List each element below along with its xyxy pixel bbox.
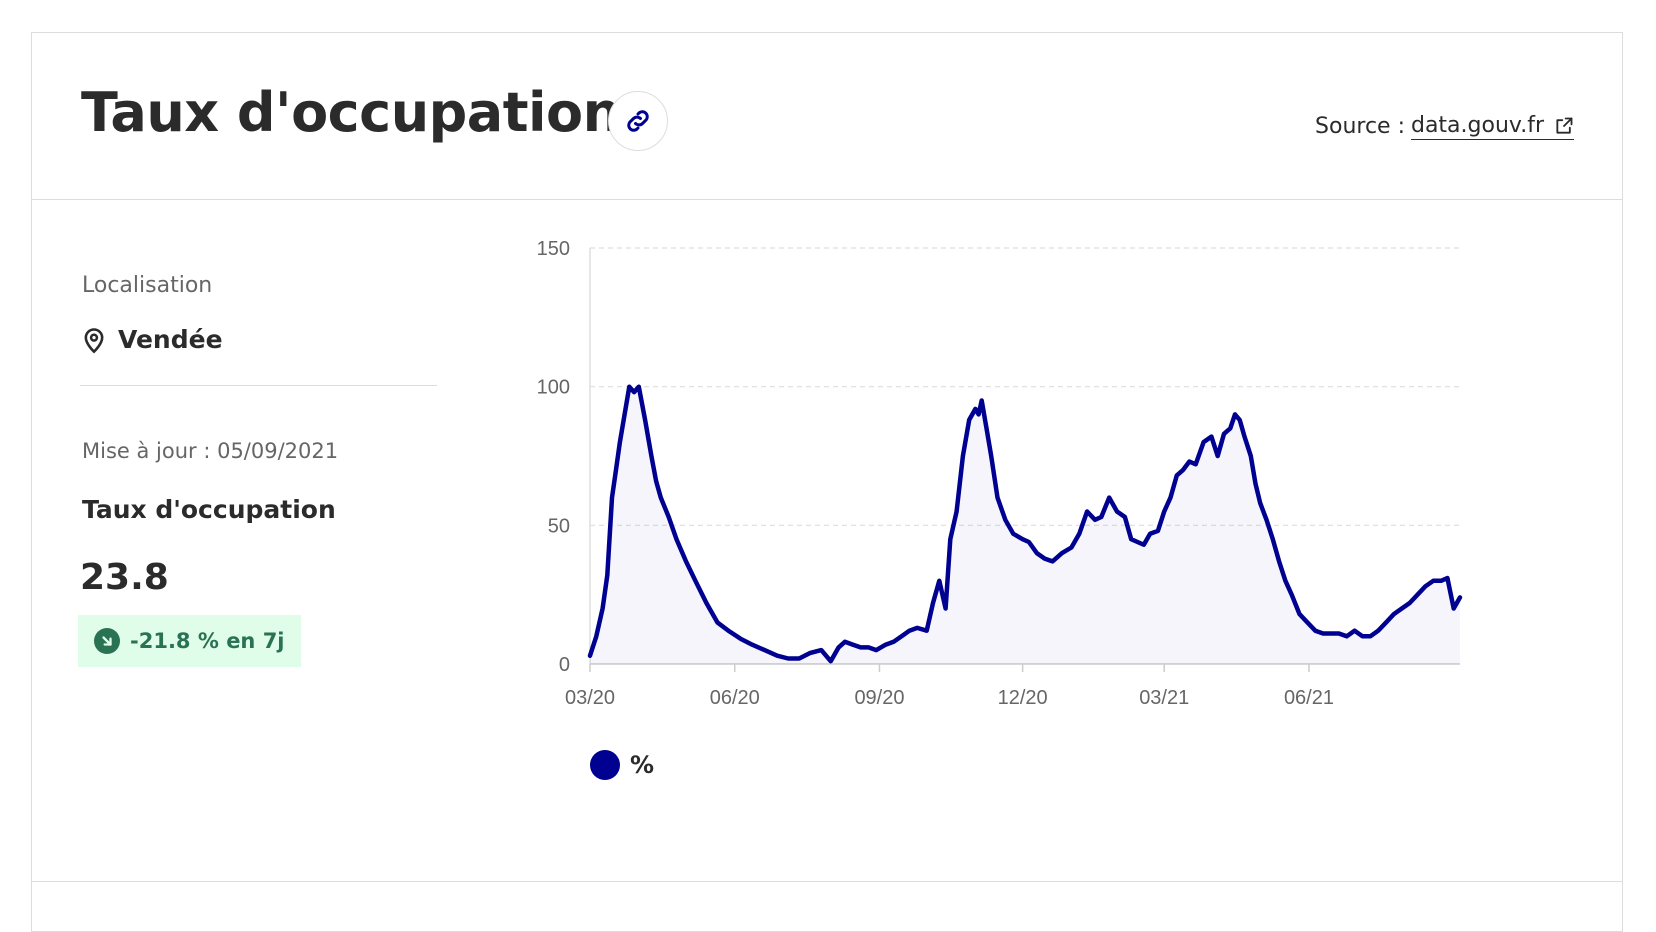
- footer-divider: [32, 881, 1622, 882]
- source-link-label: data.gouv.fr: [1410, 113, 1544, 138]
- y-tick-label: 100: [537, 377, 570, 399]
- map-pin-icon: [84, 327, 104, 353]
- sidebar-divider: [80, 385, 437, 386]
- x-tick-label: 09/20: [854, 687, 904, 709]
- link-icon: [627, 110, 649, 132]
- source-link[interactable]: data.gouv.fr: [1410, 113, 1574, 140]
- series-line: [587, 384, 1463, 664]
- location-label: Localisation: [82, 273, 213, 298]
- x-tick-label: 03/21: [1139, 687, 1189, 709]
- occupancy-chart: 0 50 100 150 03/20 06/20 09/20 12/20 03/21 06/21: [537, 238, 1463, 709]
- legend-label: %: [630, 751, 655, 779]
- x-tick-label: 03/20: [565, 687, 615, 709]
- x-tick-label: 06/21: [1284, 687, 1334, 709]
- source-attribution: Source : data.gouv.fr: [1315, 113, 1574, 140]
- trend-text: -21.8 % en 7j: [130, 629, 285, 653]
- occupancy-card: Taux d'occupation Source : data.gouv.fr …: [31, 32, 1623, 932]
- update-date: Mise à jour : 05/09/2021: [82, 439, 339, 463]
- metric-value: 23.8: [80, 557, 169, 598]
- copy-link-button[interactable]: [608, 91, 668, 151]
- location-name: Vendée: [118, 325, 223, 354]
- location-value: Vendée: [80, 325, 223, 354]
- source-prefix: Source :: [1315, 114, 1405, 139]
- trend-badge: -21.8 % en 7j: [78, 615, 301, 667]
- external-link-icon: [1556, 117, 1573, 134]
- chart-legend: %: [590, 750, 654, 780]
- y-tick-label: 50: [548, 515, 570, 537]
- series-area: [590, 386, 1460, 664]
- x-tick-label: 06/20: [710, 687, 760, 709]
- legend-swatch: [590, 750, 620, 780]
- card-header: Taux d'occupation Source : data.gouv.fr: [32, 33, 1622, 200]
- y-tick-label: 150: [537, 238, 570, 260]
- metric-label: Taux d'occupation: [82, 495, 336, 524]
- y-tick-label: 0: [559, 654, 570, 676]
- arrow-down-right-icon: [94, 628, 120, 654]
- x-tick-label: 12/20: [998, 687, 1048, 709]
- page-title: Taux d'occupation: [81, 81, 621, 144]
